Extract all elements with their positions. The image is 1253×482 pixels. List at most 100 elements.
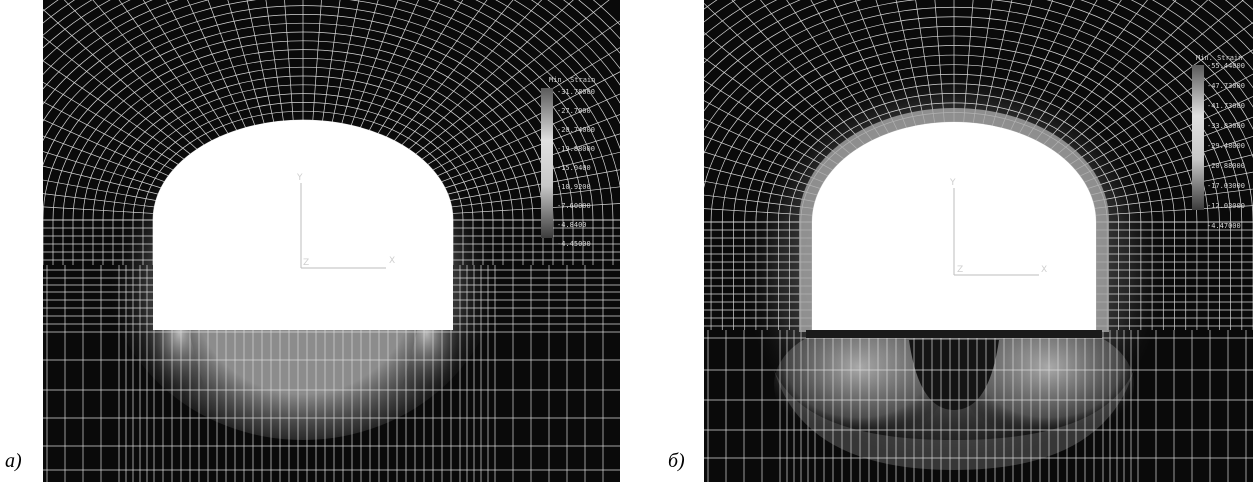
panel-b-lower-mesh [704,330,1253,482]
panel-a-radial-mesh [43,0,620,261]
mesh-arc [704,0,1253,159]
mesh-arc [132,102,474,265]
mesh-spoke [43,119,169,177]
mesh-spoke [1090,154,1253,196]
panel-a-legend-labels: -31.78000 -27.7000 -20.74000 -19.88000 -15.0… [557,88,595,248]
legend-value-label: -20.88000 [1207,162,1245,170]
mesh-spoke [704,2,858,150]
panel-b-legend-colorbar [1192,65,1204,210]
legend-value-label: -20.74000 [557,126,595,134]
panel-a-opening [153,120,453,330]
mesh-spoke [1087,136,1253,189]
mesh-spoke [786,0,881,137]
mesh-spoke [43,8,198,150]
legend-value-label: -55.44000 [1207,62,1245,70]
mesh-arc [52,31,554,265]
mesh-spoke [704,79,839,165]
panel-b-invert-edge [806,330,1102,338]
legend-value-label: -15.0400 [557,164,591,172]
legend-value-label: -33.83000 [1207,122,1245,130]
legend-value-label: -17.03000 [1207,182,1245,190]
mesh-arc [102,75,504,265]
mesh-spoke [43,81,179,165]
mesh-arc [43,0,620,104]
mesh-spoke [1050,0,1209,150]
mesh-arc [82,58,524,265]
panel-b-lining-ring [799,108,1109,332]
panel-b-legend-labels: -55.44000 -47.73000 -41.73000 -33.83000 -29.… [1207,62,1245,230]
mesh-spoke [1035,0,1148,141]
mesh-spoke [854,0,907,128]
mesh-spoke [704,135,824,183]
legend-value-label: -27.7000 [557,107,591,115]
panel-b-caption: б) [668,450,685,472]
mesh-spoke [1043,0,1177,145]
mesh-spoke [1069,49,1253,165]
mesh-arc [704,26,1209,330]
mesh-arc [43,0,620,125]
mesh-spoke [43,36,191,155]
mesh-arc [43,0,620,189]
mesh-spoke [118,0,220,138]
mesh-arc [710,35,1198,330]
mesh-spoke [895,0,926,125]
mesh-spoke [1027,0,1122,137]
mesh-spoke [43,135,165,183]
legend-value-label: -10.9200 [557,183,591,191]
mesh-spoke [451,186,620,208]
mesh-arc [92,66,514,265]
panel-b-dark-core [909,340,999,410]
mesh-spoke [246,0,275,122]
mesh-arc [72,49,534,265]
mesh-spoke [207,0,256,126]
legend-value-label: -41.73000 [1207,102,1245,110]
mesh-spoke [43,60,185,160]
mesh-spoke [1079,96,1253,177]
panel-b-legend-title: Min. Strain [1196,54,1242,62]
mesh-spoke [369,0,441,131]
mesh-arc [142,110,464,265]
mesh-spoke [331,0,360,122]
mesh-spoke [265,0,284,121]
mesh-spoke [1084,116,1253,183]
mesh-spoke [408,0,574,150]
mesh-arc [43,0,604,265]
mesh-arc [721,45,1187,330]
mesh-spoke [760,0,873,141]
panel-a-arc-mesh [43,0,620,265]
panel-b-lower-band [774,370,1134,470]
mesh-spoke [360,0,419,128]
mesh-spoke [227,0,265,124]
panel-b-y-axis-label: Y [949,178,956,188]
mesh-spoke [1010,0,1075,131]
mesh-spoke [447,151,620,195]
mesh-spoke [92,0,212,141]
legend-value-label: -4.45000 [557,240,591,248]
mesh-arc [733,54,1175,330]
mesh-spoke [833,0,898,131]
mesh-spoke [1019,0,1098,134]
mesh-spoke [704,100,833,171]
mesh-spoke [810,0,889,134]
mesh-spoke [421,20,620,160]
mesh-spoke [43,165,159,195]
mesh-spoke [427,47,620,165]
mesh-spoke [187,0,246,128]
mesh-spoke [1075,73,1253,171]
mesh-arc [704,0,1243,330]
mesh-spoke [915,0,936,123]
mesh-arc [62,40,544,265]
mesh-spoke [875,0,917,126]
mesh-spoke [704,118,829,177]
mesh-arc [43,0,594,265]
mesh-spoke [63,0,205,146]
mesh-arc [43,0,620,150]
mesh-spoke [450,169,620,201]
legend-value-label: -31.78000 [557,88,595,96]
legend-value-label: -4.47000 [1207,222,1241,230]
mesh-spoke [963,0,974,123]
legend-value-label: -4.8400 [557,221,587,229]
mesh-arc [122,93,484,265]
panel-b-strain-field: Y X Z Min. Strain -55.44000 -47.73000 -41.… [704,0,1253,482]
legend-value-label: -47.73000 [1207,82,1245,90]
